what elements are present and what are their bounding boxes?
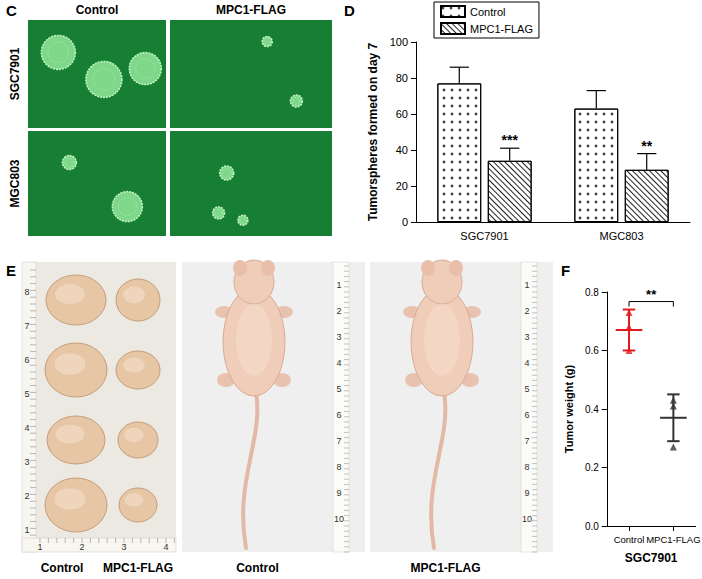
svg-text:E: E bbox=[6, 262, 16, 279]
svg-text:0.2: 0.2 bbox=[585, 462, 599, 473]
svg-text:7: 7 bbox=[24, 321, 29, 331]
svg-text:4: 4 bbox=[163, 542, 168, 552]
svg-text:0.8: 0.8 bbox=[585, 287, 599, 298]
svg-text:**: ** bbox=[646, 287, 657, 302]
svg-text:Tumor weight (g): Tumor weight (g) bbox=[563, 364, 575, 453]
svg-text:6: 6 bbox=[24, 355, 29, 365]
svg-text:7: 7 bbox=[336, 436, 341, 446]
svg-text:MPC1-FLAG: MPC1-FLAG bbox=[216, 3, 286, 17]
svg-text:3: 3 bbox=[336, 332, 341, 342]
svg-text:MPC1-FLAG: MPC1-FLAG bbox=[411, 561, 481, 575]
svg-text:MPC1-FLAG: MPC1-FLAG bbox=[103, 561, 173, 575]
svg-text:MPC1-FLAG: MPC1-FLAG bbox=[470, 23, 533, 35]
svg-text:MGC803: MGC803 bbox=[599, 230, 643, 242]
svg-text:3: 3 bbox=[24, 457, 29, 467]
svg-text:3: 3 bbox=[524, 332, 529, 342]
svg-text:0.6: 0.6 bbox=[585, 345, 599, 356]
svg-text:5: 5 bbox=[336, 384, 341, 394]
svg-text:0.4: 0.4 bbox=[585, 404, 599, 415]
svg-text:9: 9 bbox=[524, 488, 529, 498]
svg-text:1: 1 bbox=[24, 525, 29, 535]
svg-text:60: 60 bbox=[396, 108, 408, 120]
svg-text:10: 10 bbox=[522, 514, 532, 524]
svg-text:Tumorspheres formed on day 7: Tumorspheres formed on day 7 bbox=[366, 42, 380, 221]
svg-text:8: 8 bbox=[24, 287, 29, 297]
svg-text:Control: Control bbox=[470, 6, 505, 18]
svg-text:2: 2 bbox=[79, 542, 84, 552]
svg-text:**: ** bbox=[641, 138, 652, 154]
svg-text:4: 4 bbox=[24, 423, 29, 433]
svg-text:SGC7901: SGC7901 bbox=[460, 230, 508, 242]
svg-text:9: 9 bbox=[336, 488, 341, 498]
svg-text:1: 1 bbox=[336, 280, 341, 290]
svg-text:40: 40 bbox=[396, 144, 408, 156]
svg-text:F: F bbox=[561, 262, 570, 279]
svg-text:MPC1-FLAG: MPC1-FLAG bbox=[646, 534, 700, 545]
svg-text:D: D bbox=[344, 2, 355, 19]
svg-text:2: 2 bbox=[24, 491, 29, 501]
svg-text:Control: Control bbox=[614, 534, 645, 545]
svg-text:2: 2 bbox=[524, 306, 529, 316]
svg-text:6: 6 bbox=[336, 410, 341, 420]
svg-text:8: 8 bbox=[336, 462, 341, 472]
svg-text:MGC803: MGC803 bbox=[8, 159, 22, 207]
svg-text:0.0: 0.0 bbox=[585, 521, 599, 532]
svg-text:10: 10 bbox=[334, 514, 344, 524]
svg-text:100: 100 bbox=[390, 36, 408, 48]
svg-text:Control: Control bbox=[76, 3, 119, 17]
svg-text:5: 5 bbox=[524, 384, 529, 394]
svg-text:***: *** bbox=[502, 132, 519, 148]
svg-text:20: 20 bbox=[396, 180, 408, 192]
svg-text:1: 1 bbox=[37, 542, 42, 552]
svg-text:Control: Control bbox=[236, 561, 279, 575]
svg-text:Control: Control bbox=[41, 561, 84, 575]
svg-text:80: 80 bbox=[396, 72, 408, 84]
svg-text:6: 6 bbox=[524, 410, 529, 420]
svg-text:4: 4 bbox=[524, 358, 529, 368]
svg-text:1: 1 bbox=[524, 280, 529, 290]
svg-text:2: 2 bbox=[336, 306, 341, 316]
svg-text:4: 4 bbox=[336, 358, 341, 368]
svg-text:SGC7901: SGC7901 bbox=[625, 551, 678, 565]
svg-text:SGC7901: SGC7901 bbox=[8, 47, 22, 100]
svg-text:8: 8 bbox=[524, 462, 529, 472]
svg-text:7: 7 bbox=[524, 436, 529, 446]
svg-text:C: C bbox=[6, 2, 17, 19]
svg-text:3: 3 bbox=[121, 542, 126, 552]
svg-text:5: 5 bbox=[24, 389, 29, 399]
svg-text:0: 0 bbox=[402, 216, 408, 228]
